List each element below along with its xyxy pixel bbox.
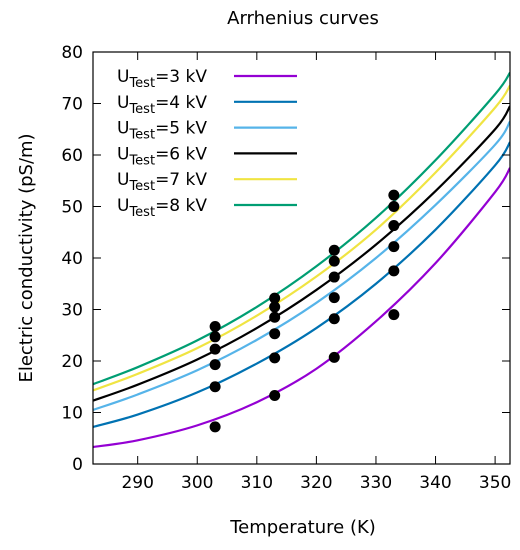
data-point: [388, 309, 400, 321]
data-point: [209, 331, 221, 343]
data-point: [209, 381, 221, 393]
y-tick-label: 10: [61, 404, 83, 424]
legend-label: UTest=8 kV: [117, 196, 207, 220]
x-tick-label: 330: [360, 473, 392, 493]
y-tick-label: 30: [61, 301, 83, 321]
data-point: [269, 301, 281, 313]
data-point: [269, 311, 281, 323]
data-point: [328, 271, 340, 283]
series-line-3: [93, 120, 510, 411]
x-tick-label: 340: [419, 473, 451, 493]
data-point: [328, 292, 340, 304]
data-point: [388, 241, 400, 253]
plot-area: [93, 71, 510, 449]
series-line-5: [93, 84, 510, 392]
legend-item: UTest=8 kV: [117, 196, 297, 220]
series-line-1: [93, 167, 510, 449]
y-axis: 0 10 20 30 40 50 60 70 80: [61, 43, 510, 475]
x-tick-label: 310: [241, 473, 273, 493]
y-tick-label: 60: [61, 146, 83, 166]
legend-item: UTest=6 kV: [117, 144, 297, 168]
data-point: [328, 244, 340, 256]
legend-item: UTest=7 kV: [117, 170, 297, 194]
data-point: [209, 359, 221, 371]
y-tick-label: 0: [72, 455, 83, 475]
x-axis: 290 300 310 320 330 340 350: [121, 52, 511, 493]
data-point: [269, 328, 281, 340]
data-point: [328, 351, 340, 363]
legend-item: UTest=4 kV: [117, 93, 297, 117]
data-point: [328, 313, 340, 325]
y-tick-label: 20: [61, 352, 83, 372]
data-point: [388, 265, 400, 277]
legend-item: UTest=3 kV: [117, 67, 297, 91]
legend-label: UTest=5 kV: [117, 119, 207, 143]
data-point: [388, 189, 400, 201]
data-point: [269, 292, 281, 304]
series-line-4: [93, 105, 510, 402]
y-axis-label: Electric conductivity (pS/m): [16, 133, 37, 382]
y-tick-label: 80: [61, 43, 83, 63]
legend-label: UTest=7 kV: [117, 170, 207, 194]
data-point: [209, 321, 221, 332]
legend-label: UTest=6 kV: [117, 144, 207, 168]
data-point: [209, 421, 221, 433]
data-point: [388, 220, 400, 232]
legend-label: UTest=4 kV: [117, 93, 207, 117]
data-point: [209, 343, 221, 355]
data-point: [388, 201, 400, 212]
legend-item: UTest=5 kV: [117, 119, 297, 143]
x-tick-label: 290: [121, 473, 153, 493]
series-line-2: [93, 141, 510, 428]
x-tick-label: 300: [181, 473, 213, 493]
series-line-6: [93, 71, 510, 386]
plot-frame: [92, 51, 511, 465]
x-tick-label: 350: [479, 473, 511, 493]
data-point: [328, 255, 340, 267]
data-point: [269, 390, 281, 401]
legend-label: UTest=3 kV: [117, 67, 207, 91]
data-point: [269, 352, 281, 364]
y-tick-label: 40: [61, 249, 83, 269]
x-axis-label: Temperature (K): [229, 517, 376, 538]
y-tick-label: 50: [61, 198, 83, 218]
chart-title: Arrhenius curves: [227, 8, 379, 29]
x-tick-label: 320: [300, 473, 332, 493]
y-tick-label: 70: [61, 95, 83, 115]
